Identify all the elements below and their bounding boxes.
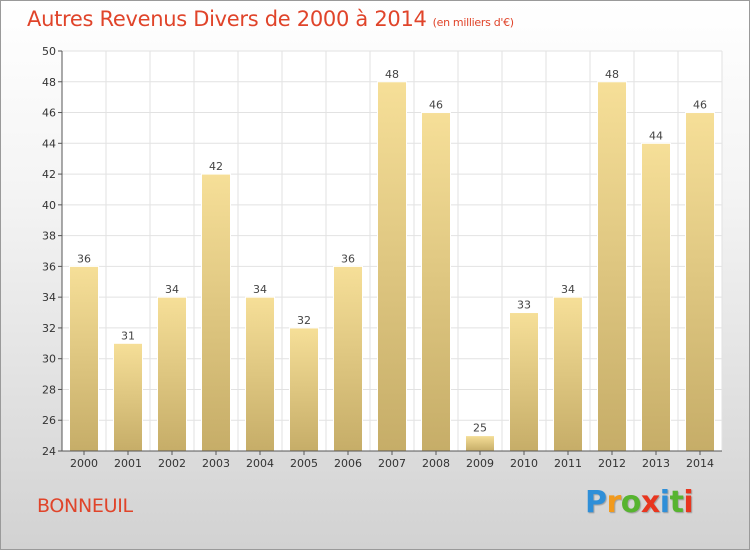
x-tick-label: 2003 <box>202 457 230 470</box>
x-tick-label: 2010 <box>510 457 538 470</box>
data-label: 34 <box>561 283 575 296</box>
y-tick-label: 42 <box>42 168 56 181</box>
logo-letter: x <box>640 485 660 520</box>
data-label: 34 <box>253 283 267 296</box>
x-tick-label: 2012 <box>598 457 626 470</box>
x-tick-label: 2014 <box>686 457 714 470</box>
x-tick-label: 2011 <box>554 457 582 470</box>
x-tick-label: 2000 <box>70 457 98 470</box>
x-tick-label: 2004 <box>246 457 274 470</box>
logo-letter: P <box>585 485 607 520</box>
x-tick-label: 2002 <box>158 457 186 470</box>
bar <box>157 296 187 452</box>
y-tick-label: 50 <box>42 45 56 58</box>
y-tick-label: 46 <box>42 107 56 120</box>
x-tick-label: 2005 <box>290 457 318 470</box>
bar <box>685 112 715 452</box>
logo-letter: i <box>659 485 670 520</box>
bar <box>377 81 407 452</box>
bar <box>597 81 627 452</box>
data-label: 48 <box>605 68 619 81</box>
chart-title-text: Autres Revenus Divers de 2000 à 2014 <box>27 7 427 31</box>
data-label: 46 <box>693 99 707 112</box>
data-label: 32 <box>297 314 311 327</box>
proxiti-logo: Proxiti <box>585 485 694 520</box>
data-label: 33 <box>517 299 531 312</box>
data-label: 46 <box>429 99 443 112</box>
x-tick-label: 2001 <box>114 457 142 470</box>
logo-letter: i <box>683 485 694 520</box>
y-tick-label: 30 <box>42 353 56 366</box>
data-label: 34 <box>165 283 179 296</box>
bar <box>69 265 99 452</box>
bar <box>465 435 495 452</box>
y-tick-label: 26 <box>42 414 56 427</box>
chart-subtitle: (en milliers d'€) <box>432 16 514 29</box>
data-label: 31 <box>121 329 135 342</box>
logo-letter: o <box>620 485 642 520</box>
bar <box>641 142 671 452</box>
bar <box>245 296 275 452</box>
y-tick-label: 34 <box>42 291 56 304</box>
data-label: 48 <box>385 68 399 81</box>
bar <box>113 342 143 452</box>
x-tick-label: 2009 <box>466 457 494 470</box>
bar <box>289 327 319 452</box>
data-label: 42 <box>209 160 223 173</box>
x-tick-label: 2008 <box>422 457 450 470</box>
y-tick-label: 38 <box>42 230 56 243</box>
y-tick-label: 28 <box>42 383 56 396</box>
logo-letter: t <box>669 485 684 520</box>
bar <box>553 296 583 452</box>
x-tick-label: 2013 <box>642 457 670 470</box>
logo-letter: r <box>606 485 622 520</box>
bar <box>201 173 231 452</box>
bar <box>333 265 363 452</box>
y-tick-label: 32 <box>42 322 56 335</box>
bar <box>509 312 539 452</box>
y-tick-label: 36 <box>42 260 56 273</box>
y-tick-label: 44 <box>42 137 56 150</box>
x-tick-label: 2007 <box>378 457 406 470</box>
bar <box>421 112 451 452</box>
commune-name: BONNEUIL <box>37 495 133 517</box>
y-tick-label: 48 <box>42 76 56 89</box>
x-tick-label: 2006 <box>334 457 362 470</box>
y-tick-label: 24 <box>42 445 56 458</box>
data-label: 25 <box>473 422 487 435</box>
chart-title: Autres Revenus Divers de 2000 à 2014 (en … <box>27 7 514 31</box>
data-label: 36 <box>77 252 91 265</box>
data-label: 44 <box>649 129 663 142</box>
data-label: 36 <box>341 252 355 265</box>
y-tick-label: 40 <box>42 199 56 212</box>
